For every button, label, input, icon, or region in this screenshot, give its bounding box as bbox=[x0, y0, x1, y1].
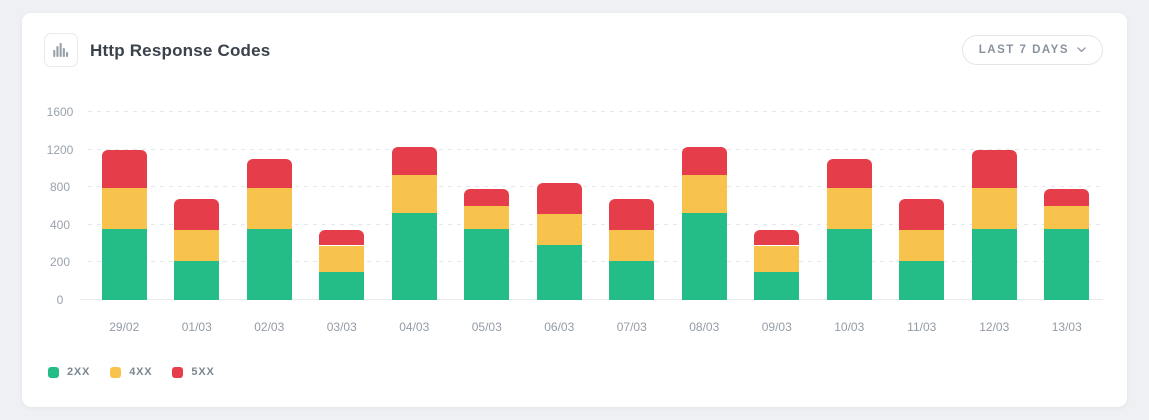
bar-12/03-4xx-segment bbox=[971, 188, 1017, 229]
bar-29/02-5xx-segment bbox=[101, 149, 147, 189]
bar-29/02-4xx-segment bbox=[101, 188, 147, 229]
bar-11/03-4xx-segment bbox=[899, 230, 945, 261]
bar-chart-icon bbox=[44, 33, 78, 67]
bar-10/03-2xx-segment bbox=[826, 228, 872, 300]
bar-08/03-4xx-segment bbox=[681, 175, 727, 213]
x-axis-baseline bbox=[80, 299, 1103, 300]
legend-swatch-5xx bbox=[172, 366, 184, 378]
x-axis-label: 08/03 bbox=[689, 320, 720, 334]
x-axis-label: 05/03 bbox=[471, 320, 502, 334]
bar-04/03-4xx-segment bbox=[391, 175, 437, 213]
bar-05/03-2xx-segment bbox=[464, 228, 510, 300]
legend-item-2xx[interactable]: 2XX bbox=[48, 366, 90, 378]
legend-item-4xx[interactable]: 4XX bbox=[110, 366, 152, 378]
bar-01/03-4xx-segment bbox=[174, 230, 220, 261]
bar-04/03-5xx-segment bbox=[391, 146, 437, 175]
y-axis-tick-label: 0 bbox=[56, 293, 64, 307]
x-axis-label: 09/03 bbox=[761, 320, 792, 334]
bar-06/03-5xx-segment bbox=[536, 182, 582, 215]
bar-10/03-5xx-segment bbox=[826, 159, 872, 189]
x-axis-label: 01/03 bbox=[181, 320, 212, 334]
gridline bbox=[88, 186, 1103, 188]
y-axis-tick-label: 800 bbox=[49, 180, 71, 195]
bar-13/03-2xx-segment bbox=[1044, 228, 1090, 300]
y-axis-tick-label: 200 bbox=[49, 255, 71, 270]
bar-06/03-4xx-segment bbox=[536, 214, 582, 246]
bar-12/03-2xx-segment bbox=[971, 228, 1017, 300]
x-axis-label: 10/03 bbox=[834, 320, 865, 334]
x-axis-label: 07/03 bbox=[616, 320, 647, 334]
bar-05/03-5xx-segment bbox=[464, 189, 510, 206]
bar-10/03-4xx-segment bbox=[826, 188, 872, 229]
http-response-codes-card: Http Response Codes LAST 7 DAYS 0 200 400 8… bbox=[22, 13, 1127, 407]
date-range-label: LAST 7 DAYS bbox=[978, 44, 1069, 56]
x-axis-label: 06/03 bbox=[544, 320, 575, 334]
x-axis-label: 29/02 bbox=[109, 320, 140, 334]
y-axis-tick-label: 1600 bbox=[46, 105, 74, 119]
y-axis-tick-label: 400 bbox=[49, 217, 71, 232]
bar-09/03-2xx-segment bbox=[754, 271, 800, 300]
bar-11/03-2xx-segment bbox=[899, 260, 945, 300]
bar-09/03-4xx-segment bbox=[754, 245, 800, 272]
bar-13/03-5xx-segment bbox=[1044, 189, 1090, 206]
gridline bbox=[88, 148, 1103, 150]
chart-legend: 2XX 4XX 5XX bbox=[48, 366, 215, 378]
bar-12/03-5xx-segment bbox=[971, 149, 1017, 189]
chart-title: Http Response Codes bbox=[90, 41, 271, 60]
bar-07/03-4xx-segment bbox=[609, 230, 655, 261]
date-range-button[interactable]: LAST 7 DAYS bbox=[961, 35, 1103, 65]
x-axis-label: 13/03 bbox=[1051, 320, 1082, 334]
bar-11/03-5xx-segment bbox=[899, 198, 945, 231]
legend-label-4xx: 4XX bbox=[129, 366, 153, 378]
legend-label-2xx: 2XX bbox=[67, 366, 91, 378]
bar-08/03-2xx-segment bbox=[681, 212, 727, 300]
x-axis-label: 11/03 bbox=[907, 320, 937, 334]
bar-01/03-5xx-segment bbox=[174, 198, 220, 231]
chevron-down-icon bbox=[1077, 47, 1086, 53]
x-axis-label: 02/03 bbox=[254, 320, 285, 334]
bar-13/03-4xx-segment bbox=[1044, 206, 1090, 229]
bar-07/03-5xx-segment bbox=[609, 198, 655, 231]
bar-06/03-2xx-segment bbox=[536, 245, 582, 300]
gridline bbox=[88, 261, 1103, 263]
legend-label-5xx: 5XX bbox=[191, 366, 215, 378]
plot-area: 0 200 400 800 1200 1600 29/02 01/03 02/03 03/03 04… bbox=[47, 105, 1103, 334]
bar-05/03-4xx-segment bbox=[464, 206, 510, 229]
x-axis-label: 04/03 bbox=[399, 320, 430, 334]
bar-29/02-2xx-segment bbox=[101, 228, 147, 300]
x-axis-label: 03/03 bbox=[326, 320, 357, 334]
bar-02/03-2xx-segment bbox=[246, 228, 292, 300]
bar-03/03-4xx-segment bbox=[319, 245, 365, 272]
bar-02/03-4xx-segment bbox=[246, 188, 292, 229]
bar-08/03-5xx-segment bbox=[681, 146, 727, 175]
legend-swatch-2xx bbox=[48, 366, 59, 378]
gridline bbox=[88, 111, 1103, 112]
legend-swatch-4xx bbox=[110, 366, 122, 378]
y-axis-tick-label: 1200 bbox=[46, 142, 74, 157]
gridline bbox=[88, 223, 1103, 225]
bar-01/03-2xx-segment bbox=[174, 260, 220, 300]
bar-02/03-5xx-segment bbox=[246, 159, 292, 189]
bar-09/03-5xx-segment bbox=[754, 230, 800, 246]
bar-03/03-2xx-segment bbox=[319, 271, 365, 300]
bar-chart-icon-glyph bbox=[53, 43, 69, 57]
legend-item-5xx[interactable]: 5XX bbox=[172, 366, 214, 378]
bar-04/03-2xx-segment bbox=[391, 212, 437, 300]
x-axis-label: 12/03 bbox=[979, 320, 1010, 334]
bar-07/03-2xx-segment bbox=[609, 260, 655, 300]
bar-03/03-5xx-segment bbox=[319, 230, 365, 246]
